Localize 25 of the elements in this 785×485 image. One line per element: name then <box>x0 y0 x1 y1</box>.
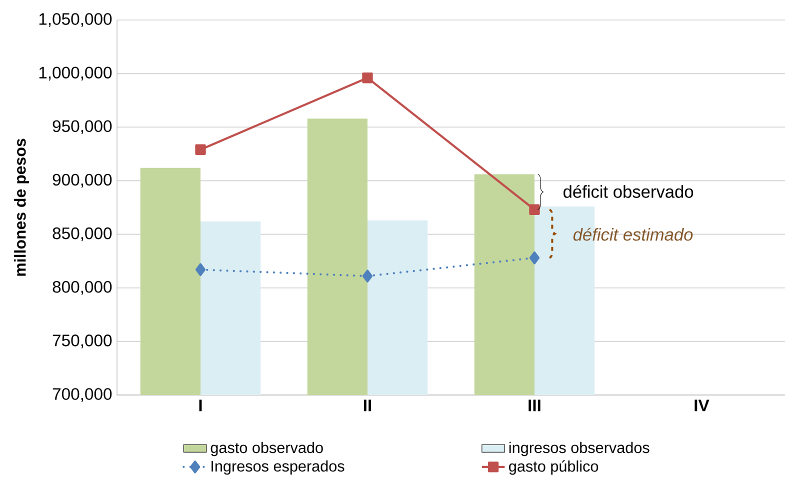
point <box>195 263 206 276</box>
point <box>529 204 540 215</box>
annotation: déficit observado <box>564 184 694 198</box>
legend-label: gasto observado <box>210 442 323 456</box>
y-tick-label: 850,000 <box>52 227 112 242</box>
legend-label: Ingresos esperados <box>212 460 344 475</box>
point <box>529 251 540 264</box>
y-tick-label: 750,000 <box>52 334 112 348</box>
point <box>195 144 206 155</box>
y-axis-title: millones de pesos <box>14 138 29 276</box>
y-tick-label: 900,000 <box>52 174 112 188</box>
y-tick-label: 800,000 <box>52 280 112 295</box>
y-tick-label: 950,000 <box>52 120 112 134</box>
y-tick-label: 700,000 <box>52 388 112 402</box>
legend-label: gasto público <box>509 460 598 475</box>
y-tick-label: 1,000,000 <box>39 66 112 80</box>
y-tick-label: 1,050,000 <box>39 13 112 27</box>
x-tick-label: II <box>364 400 372 412</box>
x-tick-label: IV <box>694 400 710 412</box>
point <box>362 270 373 282</box>
x-tick-label: I <box>199 400 202 412</box>
x-tick-label: III <box>528 400 540 412</box>
legend-label: ingresos observados <box>509 442 650 456</box>
annotation: déficit estimado <box>573 228 693 241</box>
point <box>362 72 373 84</box>
